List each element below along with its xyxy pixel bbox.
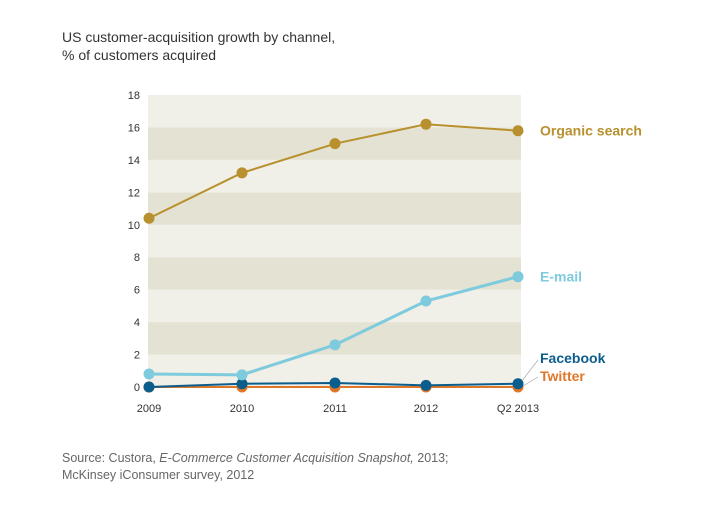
grid-band — [148, 159, 521, 193]
x-tick-label: 2012 — [414, 403, 438, 415]
facebook-point — [512, 378, 524, 390]
e-mail-label: E-mail — [540, 269, 582, 285]
grid-band — [148, 192, 521, 225]
y-tick-label: 0 — [134, 382, 140, 394]
x-tick-label: 2011 — [323, 403, 347, 415]
x-tick-label: Q2 2013 — [497, 403, 539, 415]
y-tick-label: 6 — [134, 285, 140, 297]
grid-band — [148, 224, 521, 258]
facebook-leader-line — [521, 359, 539, 381]
e-mail-point — [420, 295, 432, 307]
facebook-point — [236, 378, 248, 390]
y-tick-label: 4 — [134, 317, 140, 329]
x-tick-label: 2009 — [137, 403, 161, 415]
organic-search-label: Organic search — [540, 123, 642, 139]
e-mail-point — [143, 368, 155, 380]
facebook-label: Facebook — [540, 350, 606, 366]
y-tick-label: 16 — [128, 122, 140, 134]
x-tick-label: 2010 — [230, 403, 254, 415]
e-mail-point — [236, 369, 248, 381]
source-note: Source: Custora, E-Commerce Customer Acq… — [62, 450, 502, 484]
x-axis-ticks: 2009 2010 2011 2012 Q2 2013 — [137, 403, 539, 415]
grid-band — [148, 95, 521, 128]
facebook-point — [420, 379, 432, 391]
chart-subtitle: % of customers acquired — [62, 47, 217, 63]
series-labels: Organic search E-mail Facebook Twitter — [521, 123, 642, 387]
twitter-leader-line — [522, 376, 539, 387]
y-tick-label: 18 — [128, 90, 140, 102]
y-tick-label: 12 — [128, 187, 140, 199]
source-title: E-Commerce Customer Acquisition Snapshot… — [159, 451, 414, 465]
organic-search-point — [329, 138, 341, 150]
organic-search-point — [143, 212, 155, 224]
e-mail-point — [512, 271, 524, 283]
organic-search-point — [236, 167, 248, 179]
organic-search-point — [512, 125, 524, 137]
chart-title: US customer-acquisition growth by channe… — [62, 28, 335, 64]
y-tick-label: 10 — [128, 220, 140, 232]
series-points — [143, 118, 524, 393]
facebook-point — [143, 381, 155, 393]
chart-title-line1: US customer-acquisition growth by channe… — [62, 29, 336, 45]
y-tick-label: 2 — [134, 350, 140, 362]
facebook-point — [329, 377, 341, 389]
organic-search-point — [420, 118, 432, 130]
y-tick-label: 8 — [134, 252, 140, 264]
y-tick-label: 14 — [128, 155, 140, 167]
twitter-label: Twitter — [540, 368, 585, 384]
source-suffix: 2013; McKinsey iConsumer survey, 2012 — [62, 451, 449, 482]
source-prefix: Source: Custora, — [62, 451, 160, 465]
grid-band — [148, 289, 521, 323]
y-axis-ticks: 0 2 4 6 8 10 12 14 16 18 — [128, 90, 140, 394]
e-mail-point — [329, 339, 341, 351]
grid-band — [148, 257, 521, 290]
